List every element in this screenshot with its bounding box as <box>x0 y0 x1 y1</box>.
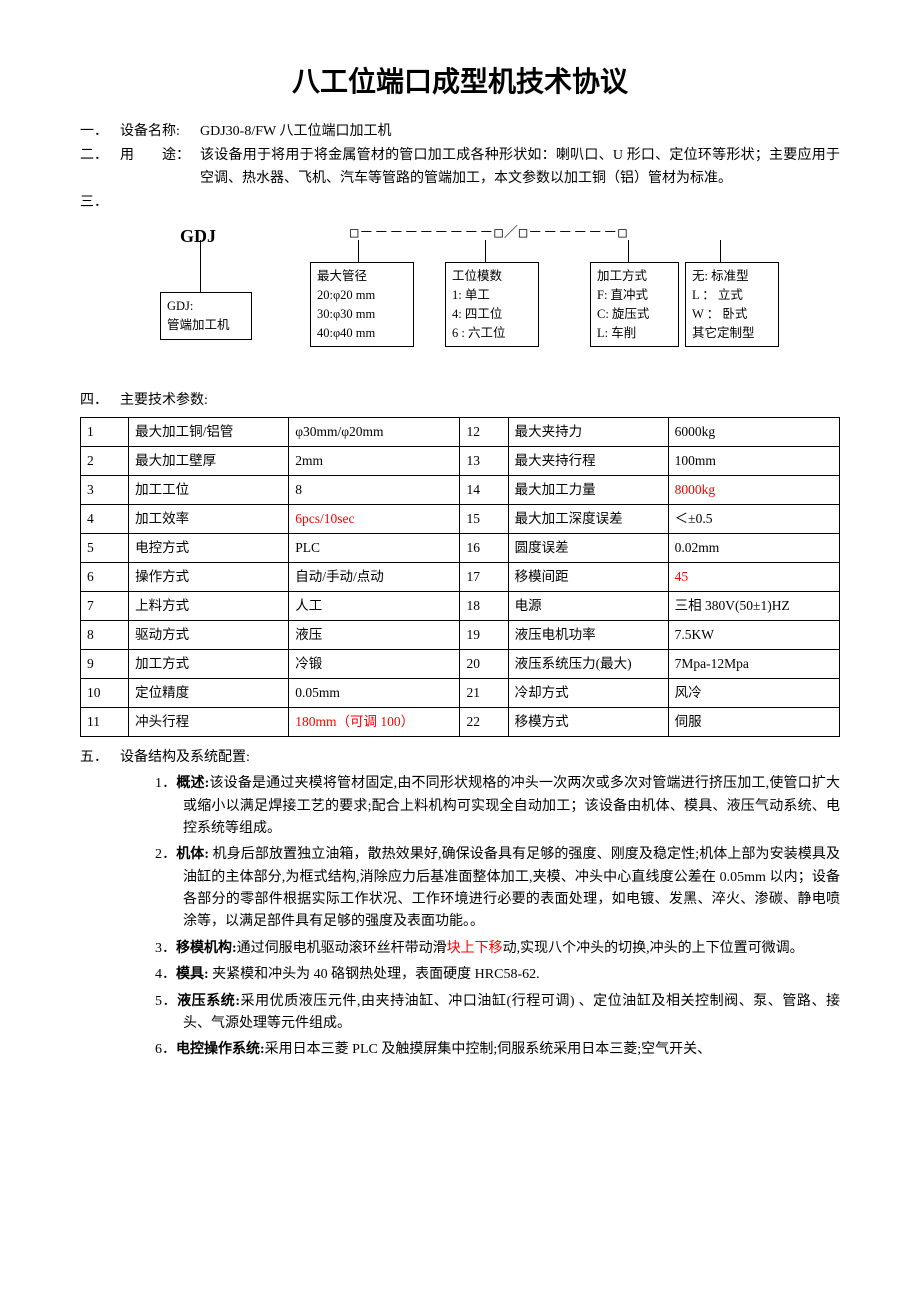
struct-item: 6．电控操作系统:采用日本三菱 PLC 及触摸屏集中控制;伺服系统采用日本三菱;… <box>155 1039 840 1061</box>
table-row: 6操作方式自动/手动/点动17移模间距45 <box>81 562 840 591</box>
diag-connector <box>358 240 359 262</box>
section-2: 二． 用 途： 该设备用于将用于将金属管材的管口加工成各种形状如：喇叭口、U 形… <box>80 145 840 190</box>
diag-box-b1: GDJ:管端加工机 <box>160 292 252 340</box>
sec-num: 二． <box>80 145 120 167</box>
diag-connector <box>200 240 201 292</box>
struct-item: 4．模具: 夹紧模和冲头为 40 硌钢热处理，表面硬度 HRC58-62. <box>155 964 840 986</box>
table-row: 4加工效率6pcs/10sec15最大加工深度误差＜±0.5 <box>81 504 840 533</box>
struct-item: 3．移模机构:通过伺服电机驱动滚环丝杆带动滑块上下移动,实现八个冲头的切换,冲头… <box>155 938 840 960</box>
page-title: 八工位端口成型机技术协议 <box>80 60 840 105</box>
diag-code: GDJ <box>180 222 216 251</box>
diag-box-b5: 无: 标准型L ： 立式W ： 卧式其它定制型 <box>685 262 779 347</box>
sec-label: 设备结构及系统配置: <box>120 747 250 769</box>
sec-num: 一． <box>80 121 120 143</box>
table-row: 2最大加工壁厚2mm13最大夹持行程100mm <box>81 446 840 475</box>
section-5: 五． 设备结构及系统配置: <box>80 747 840 769</box>
table-row: 1最大加工铜/铝管φ30mm/φ20mm12最大夹持力6000kg <box>81 417 840 446</box>
struct-item: 5．液压系统:采用优质液压元件,由夹持油缸、冲口油缸(行程可调) 、定位油缸及相… <box>155 991 840 1036</box>
usage-text: 该设备用于将用于将金属管材的管口加工成各种形状如：喇叭口、U 形口、定位环等形状… <box>200 145 840 190</box>
sec-label: 设备名称: <box>120 121 200 143</box>
diag-box-b4: 加工方式F: 直冲式C: 旋压式L: 车削 <box>590 262 679 347</box>
table-row: 8驱动方式液压19液压电机功率7.5KW <box>81 620 840 649</box>
structure-list: 1．概述:该设备是通过夹模将管材固定,由不同形状规格的冲头一次两次或多次对管端进… <box>155 773 840 1062</box>
section-3: 三． <box>80 192 840 214</box>
table-row: 10定位精度0.05mm21冷却方式风冷 <box>81 678 840 707</box>
diag-connector <box>720 240 721 262</box>
section-1: 一． 设备名称: GDJ30-8/FW 八工位端口加工机 <box>80 121 840 143</box>
sec-label: 主要技术参数: <box>120 390 208 412</box>
sec-num: 三． <box>80 192 120 214</box>
diag-connector <box>485 240 486 262</box>
section-4: 四． 主要技术参数: <box>80 390 840 412</box>
diag-box-b3: 工位模数1: 单工4: 四工位6 : 六工位 <box>445 262 539 347</box>
diag-connector <box>628 240 629 262</box>
struct-item: 1．概述:该设备是通过夹模将管材固定,由不同形状规格的冲头一次两次或多次对管端进… <box>155 773 840 840</box>
diag-format: □－－－－－－－－－□／□－－－－－－□ <box>350 222 628 244</box>
device-name: GDJ30-8/FW 八工位端口加工机 <box>200 121 840 143</box>
table-row: 7上料方式人工18电源三相 380V(50±1)HZ <box>81 591 840 620</box>
table-row: 11冲头行程180mm（可调 100）22移模方式伺服 <box>81 707 840 736</box>
table-row: 9加工方式冷锻20液压系统压力(最大)7Mpa-12Mpa <box>81 649 840 678</box>
table-row: 5电控方式PLC16圆度误差0.02mm <box>81 533 840 562</box>
table-row: 3加工工位814最大加工力量8000kg <box>81 475 840 504</box>
sec-num: 五． <box>80 747 120 769</box>
sec-label: 用 途： <box>120 145 200 167</box>
diag-box-b2: 最大管径20:φ20 mm30:φ30 mm40:φ40 mm <box>310 262 414 347</box>
struct-item: 2．机体: 机身后部放置独立油箱，散热效果好,确保设备具有足够的强度、刚度及稳定… <box>155 844 840 934</box>
model-code-diagram: GDJ □－－－－－－－－－□／□－－－－－－□ GDJ:管端加工机 最大管径20… <box>120 222 840 382</box>
sec-num: 四． <box>80 390 120 412</box>
params-table: 1最大加工铜/铝管φ30mm/φ20mm12最大夹持力6000kg2最大加工壁厚… <box>80 417 840 737</box>
